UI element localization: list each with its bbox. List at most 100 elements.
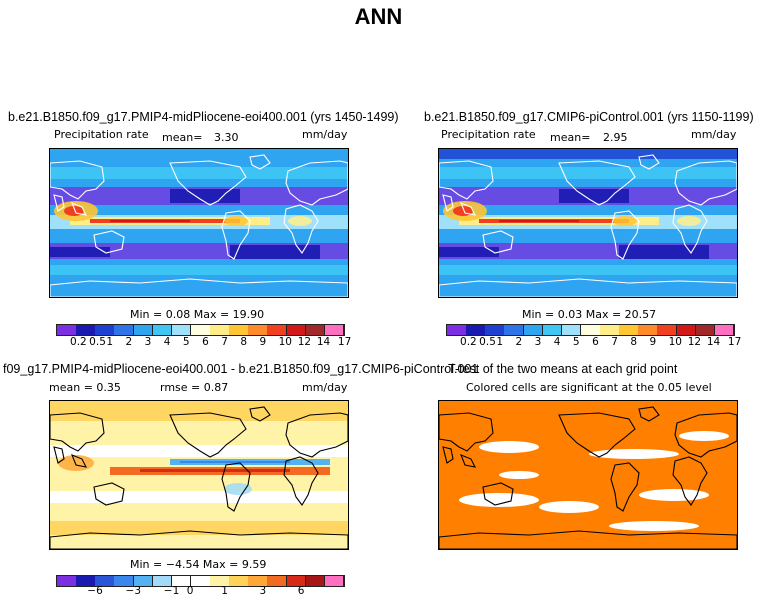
colorbar-swatch bbox=[76, 325, 96, 335]
continent-outline bbox=[221, 462, 251, 512]
colorbar-tick-label: 0.5 bbox=[89, 336, 106, 348]
colorbar-tick-label: 5 bbox=[182, 336, 190, 348]
panel-2-variable: Precipitation rate bbox=[441, 128, 536, 141]
colorbar-tick-label: −1 bbox=[163, 585, 180, 597]
polar-cap bbox=[439, 149, 737, 159]
colorbar-tick-label: 8 bbox=[630, 336, 638, 348]
non-significant-area bbox=[459, 493, 539, 507]
continent-outline bbox=[674, 412, 737, 458]
continent-outline bbox=[50, 530, 348, 549]
colorbar-tick-label: 17 bbox=[337, 336, 352, 348]
dry-core bbox=[50, 247, 110, 257]
storm-track-south bbox=[439, 265, 737, 275]
colorbar-swatch bbox=[600, 325, 620, 335]
colorbar-tick-label: 17 bbox=[727, 336, 742, 348]
continent-outline bbox=[672, 204, 708, 254]
itcz-peak bbox=[499, 220, 579, 222]
colorbar-swatch bbox=[695, 325, 716, 335]
colorbar-swatch bbox=[485, 325, 505, 335]
continent-outline bbox=[442, 194, 454, 212]
colorbar-tick-label: 0.2 bbox=[70, 336, 87, 348]
colorbar-tick-label: 3 bbox=[534, 336, 542, 348]
colorbar-swatch bbox=[57, 325, 77, 335]
colorbar-tick-label: 14 bbox=[316, 336, 331, 348]
colorbar-swatch bbox=[114, 576, 135, 586]
colorbar-tick-label: 12 bbox=[297, 336, 312, 348]
colorbar-swatch bbox=[638, 325, 658, 335]
colorbar-tick-label: 7 bbox=[221, 336, 228, 348]
colorbar-swatch bbox=[114, 325, 135, 335]
continent-outline bbox=[50, 278, 348, 297]
colorbar-swatch bbox=[133, 325, 154, 335]
colorbar-swatch bbox=[229, 325, 249, 335]
colorbar-tick-label: 5 bbox=[572, 336, 580, 348]
continent-outline bbox=[442, 446, 454, 464]
panel-2-minmax: Min = 0.03 Max = 20.57 bbox=[522, 308, 657, 321]
colorbar-swatch bbox=[171, 325, 192, 335]
continent-outline bbox=[439, 160, 494, 200]
near-zero-band bbox=[50, 445, 348, 457]
continent-outline bbox=[221, 210, 251, 260]
continent-outline bbox=[460, 454, 476, 468]
continent-outline bbox=[482, 230, 514, 254]
colorbar-tick-label: 0.2 bbox=[460, 336, 477, 348]
panel-2-map bbox=[438, 148, 738, 298]
continent-outline bbox=[283, 204, 319, 254]
colorbar-tick-label: 14 bbox=[706, 336, 721, 348]
negative-patch bbox=[224, 483, 252, 495]
panel-3-rmse: rmse = 0.87 bbox=[160, 381, 229, 394]
non-significant-area bbox=[589, 449, 679, 459]
panel-1-variable: Precipitation rate bbox=[54, 128, 149, 141]
continent-outline bbox=[283, 456, 319, 506]
panel-2-mean-label: mean= bbox=[550, 131, 591, 144]
dry-core bbox=[170, 189, 240, 203]
colorbar-tick-label: 3 bbox=[259, 585, 267, 597]
diff-band bbox=[50, 521, 348, 535]
continent-outline bbox=[50, 412, 105, 452]
colorbar-swatch bbox=[286, 325, 307, 335]
panel-3-map-field bbox=[50, 401, 348, 549]
diff-band bbox=[50, 401, 348, 421]
continent-outline bbox=[249, 154, 271, 170]
near-zero-band bbox=[50, 491, 348, 503]
colorbar-tick-label: 10 bbox=[278, 336, 292, 348]
colorbar-tick-label: 10 bbox=[668, 336, 682, 348]
panel-2-units: mm/day bbox=[691, 128, 737, 141]
continent-outline bbox=[439, 278, 737, 297]
colorbar-swatch bbox=[190, 576, 211, 586]
continent-outline bbox=[460, 202, 476, 216]
non-significant-area bbox=[609, 521, 699, 531]
panel-2-mean-value: 2.95 bbox=[603, 131, 628, 144]
colorbar-swatch bbox=[523, 325, 544, 335]
dry-core bbox=[559, 189, 629, 203]
colorbar-swatch bbox=[305, 325, 326, 335]
africa-rain bbox=[677, 216, 701, 226]
colorbar-tick-label: 1 bbox=[221, 585, 228, 597]
dry-core bbox=[230, 245, 320, 259]
colorbar-tick-label: 2 bbox=[125, 336, 133, 348]
panel-4-subtitle: Colored cells are significant at the 0.0… bbox=[466, 381, 712, 394]
itcz-peak bbox=[110, 220, 190, 222]
colorbar-tick-label: 2 bbox=[515, 336, 523, 348]
continent-outline bbox=[610, 210, 640, 260]
negative-core bbox=[180, 461, 290, 463]
storm-track-north bbox=[439, 167, 737, 179]
colorbar-swatch bbox=[248, 325, 268, 335]
colorbar-tick-label: 0.5 bbox=[479, 336, 496, 348]
continent-outline bbox=[285, 160, 348, 206]
colorbar-tick-label: −3 bbox=[125, 585, 142, 597]
continent-outline bbox=[558, 412, 636, 458]
africa-rain bbox=[288, 216, 312, 226]
continent-outline bbox=[610, 462, 640, 512]
panel-4-map-field bbox=[439, 401, 737, 549]
colorbar-swatch bbox=[267, 576, 288, 586]
panel-4-title: T-test of the two means at each grid poi… bbox=[448, 362, 678, 376]
colorbar-tick-label: −6 bbox=[87, 585, 103, 597]
colorbar-swatch bbox=[619, 325, 639, 335]
panel-2-map-field bbox=[439, 149, 737, 297]
amazon-rain bbox=[613, 216, 637, 226]
panel-4-map bbox=[438, 400, 738, 550]
panel-1-mean-label: mean= bbox=[162, 131, 203, 144]
continent-outline bbox=[71, 454, 87, 468]
panel-3-map bbox=[49, 400, 349, 550]
